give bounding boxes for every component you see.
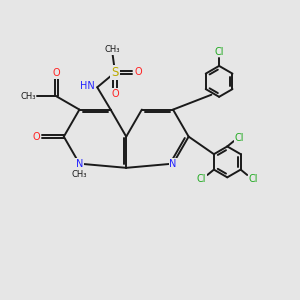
Text: Cl: Cl <box>197 174 206 184</box>
Text: CH₃: CH₃ <box>20 92 36 101</box>
Text: Cl: Cl <box>214 46 224 57</box>
Text: O: O <box>111 89 119 99</box>
Text: O: O <box>134 68 142 77</box>
Text: HN: HN <box>80 81 95 91</box>
Text: O: O <box>32 132 40 142</box>
Text: Cl: Cl <box>248 174 258 184</box>
Text: CH₃: CH₃ <box>72 170 87 179</box>
Text: N: N <box>169 159 177 169</box>
Text: S: S <box>111 66 119 79</box>
Text: O: O <box>52 68 60 78</box>
Text: N: N <box>76 159 83 169</box>
Text: CH₃: CH₃ <box>105 45 120 54</box>
Text: Cl: Cl <box>234 133 244 143</box>
